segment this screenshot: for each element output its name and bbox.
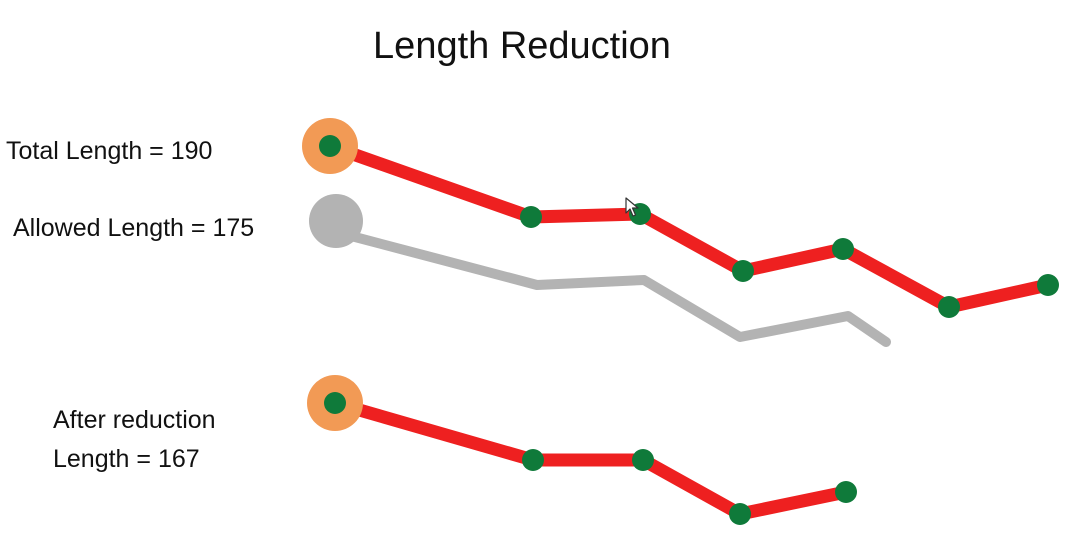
original-node-7 bbox=[1037, 274, 1059, 296]
total-length-label: Total Length = 190 bbox=[6, 137, 213, 165]
reduced-chain bbox=[307, 375, 857, 525]
original-chain-line bbox=[323, 139, 1055, 314]
reduced-node-1 bbox=[324, 392, 346, 414]
reduced-node-5 bbox=[835, 481, 857, 503]
mouse-pointer-icon bbox=[625, 197, 639, 217]
reduced-node-2 bbox=[522, 449, 544, 471]
reduced-length-label: Length = 167 bbox=[53, 445, 200, 473]
original-chain bbox=[302, 118, 1059, 318]
original-node-2 bbox=[520, 206, 542, 228]
allowed-anchor bbox=[309, 194, 363, 248]
page-title: Length Reduction bbox=[373, 25, 671, 67]
reduced-node-4 bbox=[729, 503, 751, 525]
reduced-node-3 bbox=[632, 449, 654, 471]
original-node-4 bbox=[732, 260, 754, 282]
allowed-chain bbox=[309, 194, 891, 347]
allowed-chain-line bbox=[331, 227, 891, 347]
original-node-6 bbox=[938, 296, 960, 318]
original-node-1 bbox=[319, 135, 341, 157]
allowed-length-label: Allowed Length = 175 bbox=[13, 214, 255, 242]
original-node-5 bbox=[832, 238, 854, 260]
reduced-chain-line bbox=[328, 396, 853, 521]
after-reduction-label: After reduction bbox=[53, 406, 216, 434]
